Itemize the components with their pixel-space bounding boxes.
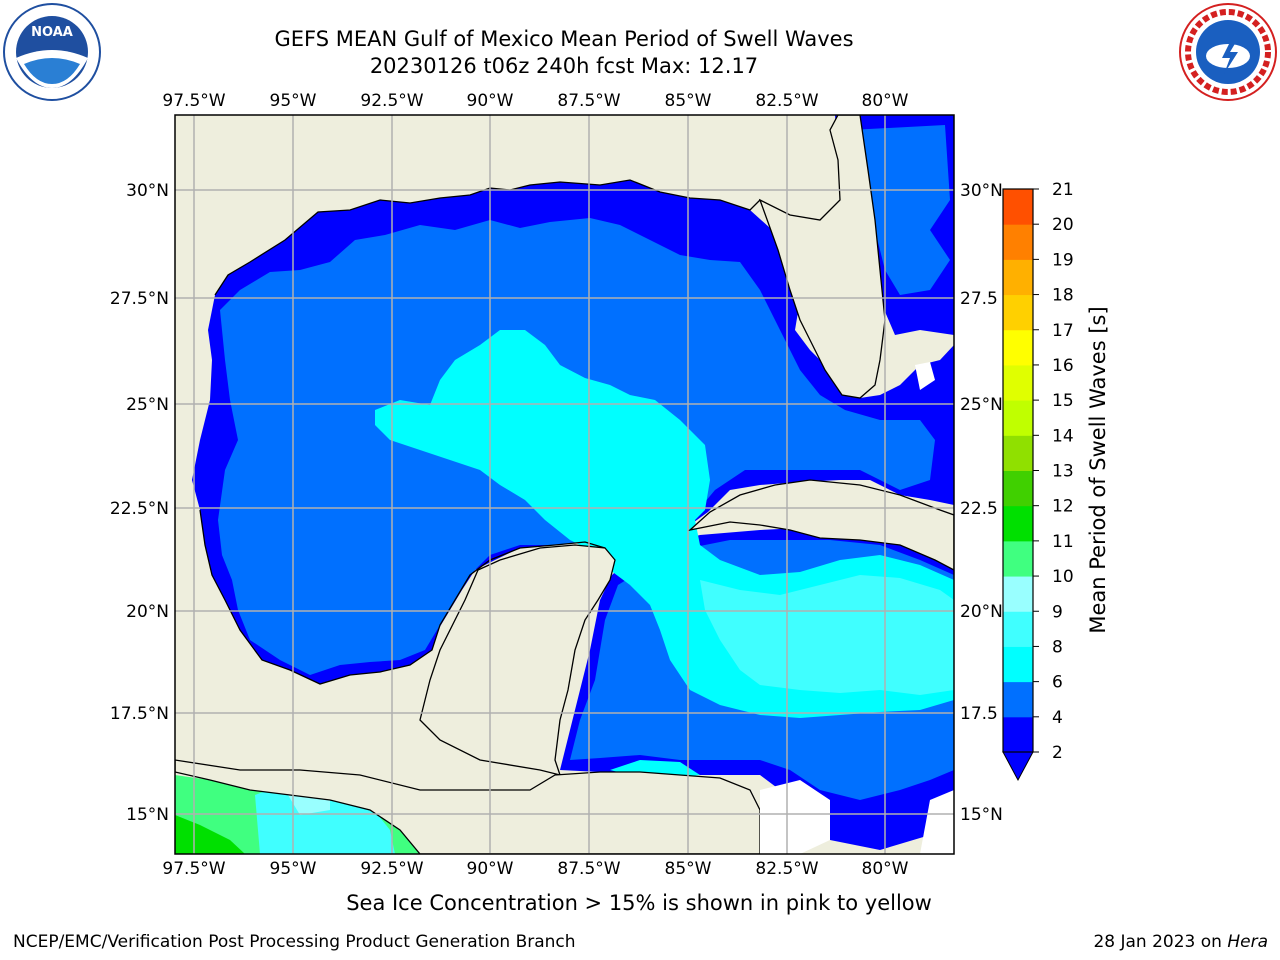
colorbar-segment <box>1003 681 1033 718</box>
left-latitude-labels: 30°N 27.5°N 25°N 22.5°N 20°N 17.5°N 15°N <box>110 181 169 825</box>
cuba <box>687 479 954 571</box>
colorbar-tick-label: 10 <box>1052 567 1074 587</box>
colorbar-segment <box>1003 189 1033 225</box>
y-tick-left: 17.5°N <box>110 704 169 724</box>
central-america <box>175 759 761 854</box>
y-tick-right: 27.5 <box>960 289 998 309</box>
noaa-logo-text: NOAA <box>31 25 73 40</box>
colorbar-segment <box>1003 646 1033 683</box>
map-gridlines <box>175 115 954 854</box>
colorbar-tick-label: 8 <box>1052 637 1063 657</box>
colorbar-segment <box>1003 259 1033 296</box>
y-tick-right: 15°N <box>960 805 1003 825</box>
colorbar-segment <box>1003 400 1033 436</box>
map-subtitle: 20230126 t06z 240h fcst Max: 12.17 <box>369 54 759 78</box>
colorbar-label: Mean Period of Swell Waves [s] <box>1086 306 1110 634</box>
colorbar-tick-label: 20 <box>1052 215 1074 235</box>
y-tick-left: 27.5°N <box>110 289 169 309</box>
map-frame <box>174 114 955 855</box>
colorbar-tick-label: 13 <box>1052 462 1074 482</box>
colorbar-tick-label: 19 <box>1052 250 1074 270</box>
colorbar-tick-label: 4 <box>1052 708 1063 728</box>
x-tick-top: 95°W <box>270 91 317 111</box>
sea-ice-note: Sea Ice Concentration > 15% is shown in … <box>346 891 932 915</box>
x-tick-top: 90°W <box>467 91 514 111</box>
colorbar-ticks: 2 4 6 8 9 10 11 12 13 14 15 16 17 18 19 20 21 <box>1033 180 1074 763</box>
colorbar-segment <box>1003 224 1033 260</box>
x-tick-bottom: 90°W <box>467 859 514 879</box>
bottom-longitude-labels: 97.5°W 95°W 92.5°W 90°W 87.5°W 85°W 82.5… <box>162 859 908 879</box>
colorbar-tick-label: 17 <box>1052 321 1074 341</box>
y-tick-left: 30°N <box>126 181 169 201</box>
colorbar-segment <box>1003 540 1033 577</box>
x-tick-bottom: 95°W <box>270 859 317 879</box>
yucatan-peninsula <box>419 544 616 776</box>
colorbar-tick-label: 18 <box>1052 286 1074 306</box>
swell-field-light-cyan <box>700 575 954 695</box>
y-tick-right: 30°N <box>960 181 1003 201</box>
y-tick-right: 17.5 <box>960 704 998 724</box>
colorbar-segment <box>1003 294 1033 331</box>
footer-date: 28 Jan 2023 on Hera <box>1093 932 1268 952</box>
right-latitude-labels: 30°N 27.5 25°N 22.5 20°N 17.5 15°N <box>960 181 1003 825</box>
top-longitude-labels: 97.5°W 95°W 92.5°W 90°W 87.5°W 85°W 82.5… <box>162 91 908 111</box>
colorbar-tick-label: 9 <box>1052 602 1063 622</box>
colorbar-segment <box>1003 470 1033 507</box>
florida-peninsula <box>758 115 886 399</box>
y-tick-right: 20°N <box>960 602 1003 622</box>
x-tick-top: 92.5°W <box>360 91 423 111</box>
colorbar-tick-label: 15 <box>1052 391 1074 411</box>
colorbar-extend-arrow <box>1002 751 1034 782</box>
colorbar-segment <box>1003 435 1033 471</box>
missing-data-patch <box>915 362 935 390</box>
y-tick-left: 15°N <box>126 805 169 825</box>
y-tick-left: 20°N <box>126 602 169 622</box>
map-title: GEFS MEAN Gulf of Mexico Mean Period of … <box>274 27 854 51</box>
missing-data-patch <box>920 790 954 854</box>
y-tick-left: 25°N <box>126 395 169 415</box>
colorbar-tick-label: 6 <box>1052 673 1063 693</box>
colorbar-tick-label: 12 <box>1052 497 1074 517</box>
colorbar-segment <box>1003 611 1033 647</box>
x-tick-top: 82.5°W <box>755 91 818 111</box>
x-tick-bottom: 80°W <box>862 859 909 879</box>
y-tick-right: 22.5 <box>960 499 998 519</box>
x-tick-bottom: 82.5°W <box>755 859 818 879</box>
x-tick-top: 97.5°W <box>162 91 225 111</box>
x-tick-bottom: 87.5°W <box>557 859 620 879</box>
colorbar-segment <box>1003 576 1033 612</box>
x-tick-top: 87.5°W <box>557 91 620 111</box>
x-tick-top: 80°W <box>862 91 909 111</box>
colorbar <box>1003 189 1033 753</box>
colorbar-segment <box>1003 505 1033 542</box>
national-weather-service-logo-icon <box>1179 3 1277 101</box>
colorbar-tick-label: 14 <box>1052 426 1074 446</box>
colorbar-tick-label: 2 <box>1052 743 1063 763</box>
y-tick-right: 25°N <box>960 395 1003 415</box>
noaa-logo-icon: NOAA <box>3 3 101 101</box>
y-tick-left: 22.5°N <box>110 499 169 519</box>
pacific-swell-bright-green <box>175 815 245 854</box>
colorbar-segment <box>1003 329 1033 366</box>
footer-host: Hera <box>1227 932 1268 952</box>
missing-data-patch <box>760 780 830 854</box>
atlantic-swell-medium-blue <box>850 125 950 295</box>
x-tick-top: 85°W <box>665 91 712 111</box>
colorbar-segment <box>1003 716 1033 753</box>
colorbar-tick-label: 21 <box>1052 180 1074 200</box>
x-tick-bottom: 97.5°W <box>162 859 225 879</box>
x-tick-bottom: 85°W <box>665 859 712 879</box>
footer-date-text: 28 Jan 2023 on <box>1093 932 1228 952</box>
colorbar-tick-label: 11 <box>1052 532 1074 552</box>
x-tick-bottom: 92.5°W <box>360 859 423 879</box>
footer-credit: NCEP/EMC/Verification Post Processing Pr… <box>13 932 576 952</box>
colorbar-tick-label: 16 <box>1052 356 1074 376</box>
colorbar-segment <box>1003 364 1033 401</box>
